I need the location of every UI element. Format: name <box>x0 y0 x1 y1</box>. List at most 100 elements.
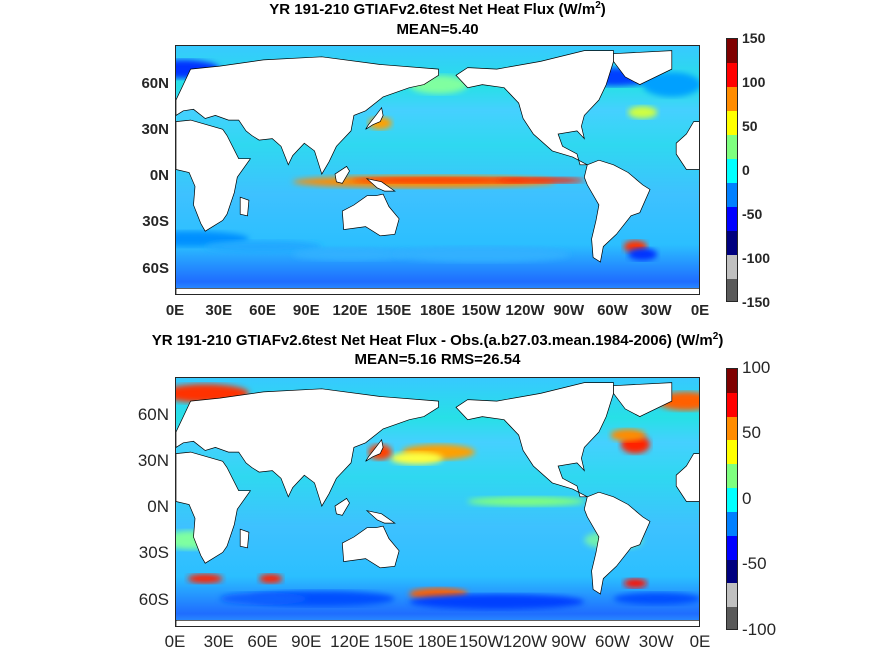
colorbar-tick-label: -50 <box>742 554 767 574</box>
colorbar-segment <box>727 135 737 160</box>
map-canvas <box>176 50 699 294</box>
panel-model-net-heat-flux: YR 191-210 GTIAFv2.6test Net Heat Flux (… <box>0 0 875 319</box>
flux-anomaly-region <box>390 452 443 465</box>
flux-anomaly-region <box>628 248 658 261</box>
x-tick-label: 150E <box>376 302 412 319</box>
x-tick-label: 90E <box>292 302 320 319</box>
x-tick-label: 60E <box>249 302 276 319</box>
y-tick-label: 30N <box>141 120 169 138</box>
land-mass <box>341 525 400 569</box>
x-tick-label: 120W <box>502 632 548 651</box>
flux-anomaly-region <box>259 573 283 584</box>
land-mass <box>176 287 699 294</box>
flux-anomaly-region <box>409 594 585 610</box>
colorbar-segment <box>727 369 737 394</box>
flux-anomaly-region <box>292 248 410 261</box>
colorbar-segment <box>727 183 737 208</box>
colorbar-segment <box>727 607 737 629</box>
x-tick-label: 0E <box>690 302 710 319</box>
x-tick-label: 150W <box>461 302 501 319</box>
x-tick-label: 30W <box>640 302 672 319</box>
flux-anomaly-region <box>623 578 648 588</box>
colorbar-segment <box>727 63 737 88</box>
colorbar <box>726 368 738 630</box>
land-mass <box>365 510 396 524</box>
colorbar-tick-label: 100 <box>742 357 771 377</box>
x-tick-label: 0E <box>165 302 185 319</box>
x-tick-label: 120E <box>332 302 368 319</box>
x-tick-label: 0E <box>689 632 711 651</box>
land-mass <box>583 491 651 595</box>
x-tick-label: 30E <box>203 632 234 651</box>
x-tick-label: 150E <box>373 632 414 651</box>
flux-anomaly-region <box>187 573 223 584</box>
colorbar-segment <box>727 39 737 64</box>
colorbar-tick-label: -100 <box>742 619 777 639</box>
y-tick-label: 0N <box>149 167 169 185</box>
x-tick-label: 150W <box>459 632 504 651</box>
land-mass <box>176 119 252 232</box>
x-tick-label: 30E <box>205 302 233 319</box>
land-mass <box>176 619 699 626</box>
title-superscript: 2 <box>595 0 601 11</box>
land-mass <box>334 165 350 184</box>
colorbar-segment <box>727 511 737 537</box>
colorbar-segment <box>727 207 737 232</box>
y-tick-label: 30N <box>137 450 169 470</box>
land-mass <box>583 159 651 263</box>
colorbar <box>726 38 738 302</box>
colorbar-segment <box>727 440 737 466</box>
flux-anomaly-region <box>628 106 658 119</box>
x-tick-label: 60E <box>247 632 278 651</box>
y-tick-label: 60N <box>141 74 169 92</box>
colorbar-tick-label: -150 <box>742 293 771 310</box>
chart-subtitle: MEAN=5.40 <box>396 21 479 38</box>
land-mass <box>365 178 396 192</box>
land-mass <box>176 388 439 507</box>
y-tick-label: 60S <box>138 589 169 609</box>
heatmap-plot-area <box>175 45 700 295</box>
title-superscript: 2 <box>712 331 719 342</box>
colorbar-tick-label: 150 <box>742 29 766 46</box>
chart-title-text: YR 191-210 GTIAFv2.6test Net Heat Flux (… <box>269 1 596 18</box>
colorbar-segment <box>727 255 737 280</box>
flux-anomaly-region <box>610 428 646 442</box>
x-tick-label: 120W <box>505 302 545 319</box>
x-tick-label: 90W <box>553 302 585 319</box>
colorbar-tick-label: 0 <box>742 488 752 508</box>
colorbar-tick-label: 100 <box>742 73 766 90</box>
colorbar-tick-label: -50 <box>742 205 763 222</box>
land-mass <box>334 497 350 516</box>
land-mass <box>365 106 384 130</box>
land-mass <box>455 50 614 166</box>
land-mass <box>675 453 699 502</box>
colorbar-segment <box>727 159 737 184</box>
x-tick-label: 0E <box>164 632 186 651</box>
flux-anomaly-region <box>394 246 570 263</box>
chart-title: YR 191-210 GTIAFv2.6test Net Heat Flux (… <box>0 0 875 18</box>
y-tick-label: 30S <box>142 213 169 231</box>
colorbar-segment <box>727 416 737 442</box>
land-mass <box>239 528 250 549</box>
y-tick-label: 30S <box>138 543 169 563</box>
land-mass <box>365 438 384 462</box>
land-mass <box>176 56 439 175</box>
panel-model-minus-obs: YR 191-210 GTIAFv2.6test Net Heat Flux -… <box>0 328 875 656</box>
flux-anomaly-region <box>219 592 308 605</box>
colorbar-segment <box>727 111 737 136</box>
flux-anomaly-region <box>467 496 585 507</box>
chart-title-text: YR 191-210 GTIAFv2.6test Net Heat Flux -… <box>151 332 713 349</box>
x-tick-label: 120E <box>330 632 370 651</box>
land-mass <box>675 121 699 170</box>
chart-title: YR 191-210 GTIAFv2.6test Net Heat Flux -… <box>0 331 875 349</box>
colorbar-segment <box>727 231 737 256</box>
x-tick-label: 60W <box>595 632 630 651</box>
x-tick-label: 180E <box>417 632 458 651</box>
title-end: ) <box>600 1 606 18</box>
colorbar-segment <box>727 392 737 418</box>
chart-subtitle: MEAN=5.16 RMS=26.54 <box>354 351 521 368</box>
colorbar-tick-label: 50 <box>742 117 758 134</box>
colorbar-segment <box>727 464 737 490</box>
flux-anomaly-region <box>496 177 585 184</box>
title-end: ) <box>718 332 724 349</box>
